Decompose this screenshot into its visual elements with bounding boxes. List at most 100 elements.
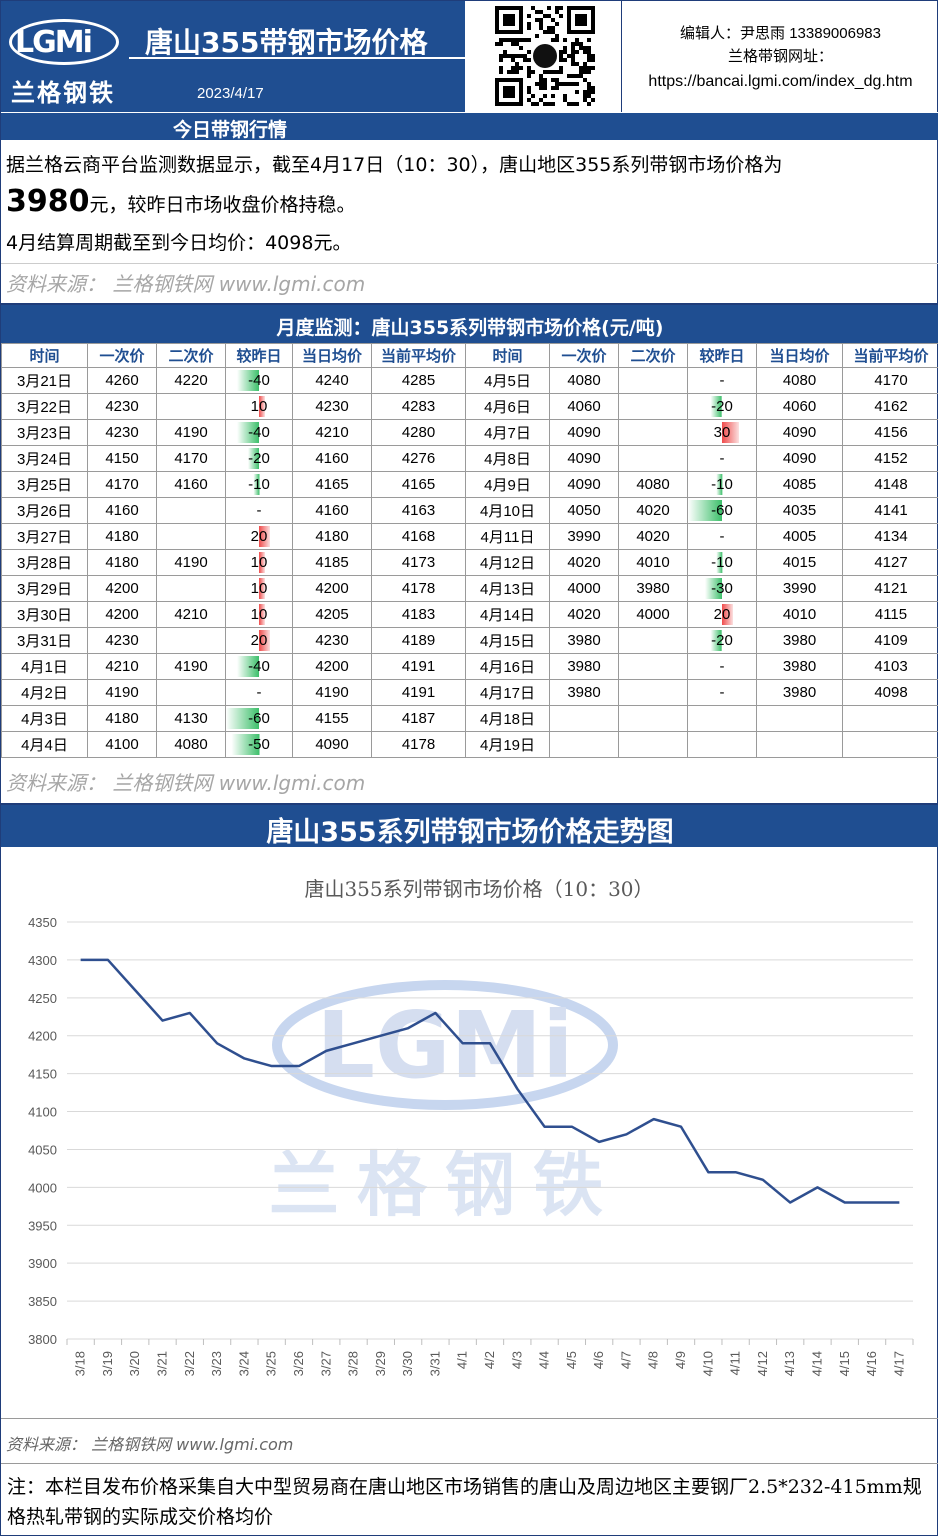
- change-cell: 30: [688, 420, 757, 446]
- date-cell: 3月29日: [2, 576, 88, 602]
- daily-average-cell: 3980: [757, 680, 843, 706]
- running-average-cell: 4121: [843, 576, 938, 602]
- today-heading: 今日带钢行情: [173, 115, 287, 142]
- date-cell: 4月15日: [466, 628, 550, 654]
- running-average-cell: 4178: [372, 732, 466, 758]
- daily-average-cell: 4085: [757, 472, 843, 498]
- x-tick-label: 3/27: [318, 1351, 333, 1376]
- first-price-cell: 4090: [550, 472, 619, 498]
- daily-average-cell: 4060: [757, 394, 843, 420]
- running-average-cell: 4170: [843, 368, 938, 394]
- x-tick-label: 4/10: [700, 1351, 715, 1376]
- x-tick-label: 4/17: [891, 1351, 906, 1376]
- second-price-cell: 4020: [619, 498, 688, 524]
- running-average-cell: 4156: [843, 420, 938, 446]
- column-header: 时间: [2, 344, 88, 368]
- running-average-cell: 4191: [372, 680, 466, 706]
- site-url-link[interactable]: https://bancai.lgmi.com/index_dg.htm: [622, 70, 938, 93]
- column-header: 二次价: [157, 344, 226, 368]
- x-tick-label: 4/2: [482, 1351, 497, 1369]
- x-tick-label: 4/6: [591, 1351, 606, 1369]
- running-average-cell: 4276: [372, 446, 466, 472]
- date-cell: 4月8日: [466, 446, 550, 472]
- date-cell: 3月24日: [2, 446, 88, 472]
- column-header: 较昨日: [226, 344, 293, 368]
- column-header: 较昨日: [688, 344, 757, 368]
- second-price-cell: 4190: [157, 654, 226, 680]
- first-price-cell: 3980: [550, 628, 619, 654]
- first-price-cell: 4020: [550, 602, 619, 628]
- daily-average-cell: 4210: [293, 420, 372, 446]
- first-price-cell: 4060: [550, 394, 619, 420]
- daily-average-cell: 4015: [757, 550, 843, 576]
- first-price-cell: 4000: [550, 576, 619, 602]
- change-cell: -40: [226, 368, 293, 394]
- daily-average-cell: 4080: [757, 368, 843, 394]
- first-price-cell: 4200: [88, 576, 157, 602]
- second-price-cell: [619, 446, 688, 472]
- second-price-cell: 4190: [157, 550, 226, 576]
- x-tick-label: 4/8: [646, 1351, 661, 1369]
- x-tick-label: 4/4: [537, 1351, 552, 1369]
- chart-title: 唐山355系列带钢市场价格（10：30）: [304, 877, 653, 901]
- daily-average-cell: 4090: [757, 420, 843, 446]
- first-price-cell: [550, 706, 619, 732]
- date-cell: 3月30日: [2, 602, 88, 628]
- running-average-cell: 4163: [372, 498, 466, 524]
- change-cell: 10: [226, 602, 293, 628]
- running-average-cell: 4103: [843, 654, 938, 680]
- second-price-cell: [157, 576, 226, 602]
- date-cell: 4月18日: [466, 706, 550, 732]
- second-price-cell: [619, 680, 688, 706]
- change-cell: -: [688, 680, 757, 706]
- x-tick-label: 4/11: [728, 1351, 743, 1375]
- change-cell: -: [688, 368, 757, 394]
- change-cell: [688, 732, 757, 758]
- first-price-cell: 4180: [88, 706, 157, 732]
- date-cell: 4月12日: [466, 550, 550, 576]
- y-tick-label: 4050: [28, 1142, 57, 1157]
- running-average-cell: 4178: [372, 576, 466, 602]
- column-header: 二次价: [619, 344, 688, 368]
- running-average-cell: [843, 732, 938, 758]
- running-average-cell: 4191: [372, 654, 466, 680]
- running-average-cell: 4162: [843, 394, 938, 420]
- x-tick-label: 3/26: [291, 1351, 306, 1376]
- change-cell: -10: [688, 472, 757, 498]
- column-header: 当日均价: [293, 344, 372, 368]
- y-tick-label: 3950: [28, 1218, 57, 1233]
- daily-average-cell: 4190: [293, 680, 372, 706]
- first-price-cell: 3980: [550, 680, 619, 706]
- x-tick-label: 3/20: [127, 1351, 142, 1376]
- date-cell: 4月5日: [466, 368, 550, 394]
- running-average-cell: 4189: [372, 628, 466, 654]
- second-price-cell: [157, 680, 226, 706]
- change-cell: -40: [226, 654, 293, 680]
- first-price-cell: 4150: [88, 446, 157, 472]
- date-cell: 4月9日: [466, 472, 550, 498]
- y-tick-label: 3900: [28, 1256, 57, 1271]
- column-header: 一次价: [88, 344, 157, 368]
- date-cell: 4月10日: [466, 498, 550, 524]
- x-tick-label: 4/3: [509, 1351, 524, 1369]
- first-price-cell: 4260: [88, 368, 157, 394]
- date-cell: 3月27日: [2, 524, 88, 550]
- running-average-cell: 4165: [372, 472, 466, 498]
- source-note-2: 资料来源： 兰格钢铁网 www.lgmi.com: [6, 767, 365, 796]
- first-price-cell: 4080: [550, 368, 619, 394]
- second-price-cell: [619, 732, 688, 758]
- summary-line-3: 4月结算周期截至到今日均价：4098元。: [6, 228, 351, 255]
- first-price-cell: 4050: [550, 498, 619, 524]
- column-header: 当日均价: [757, 344, 843, 368]
- change-cell: -: [688, 654, 757, 680]
- date-cell: 4月6日: [466, 394, 550, 420]
- first-price-cell: 3980: [550, 654, 619, 680]
- trend-heading: 唐山355系列带钢市场价格走势图: [1, 810, 938, 849]
- running-average-cell: 4152: [843, 446, 938, 472]
- x-tick-label: 4/15: [837, 1351, 852, 1376]
